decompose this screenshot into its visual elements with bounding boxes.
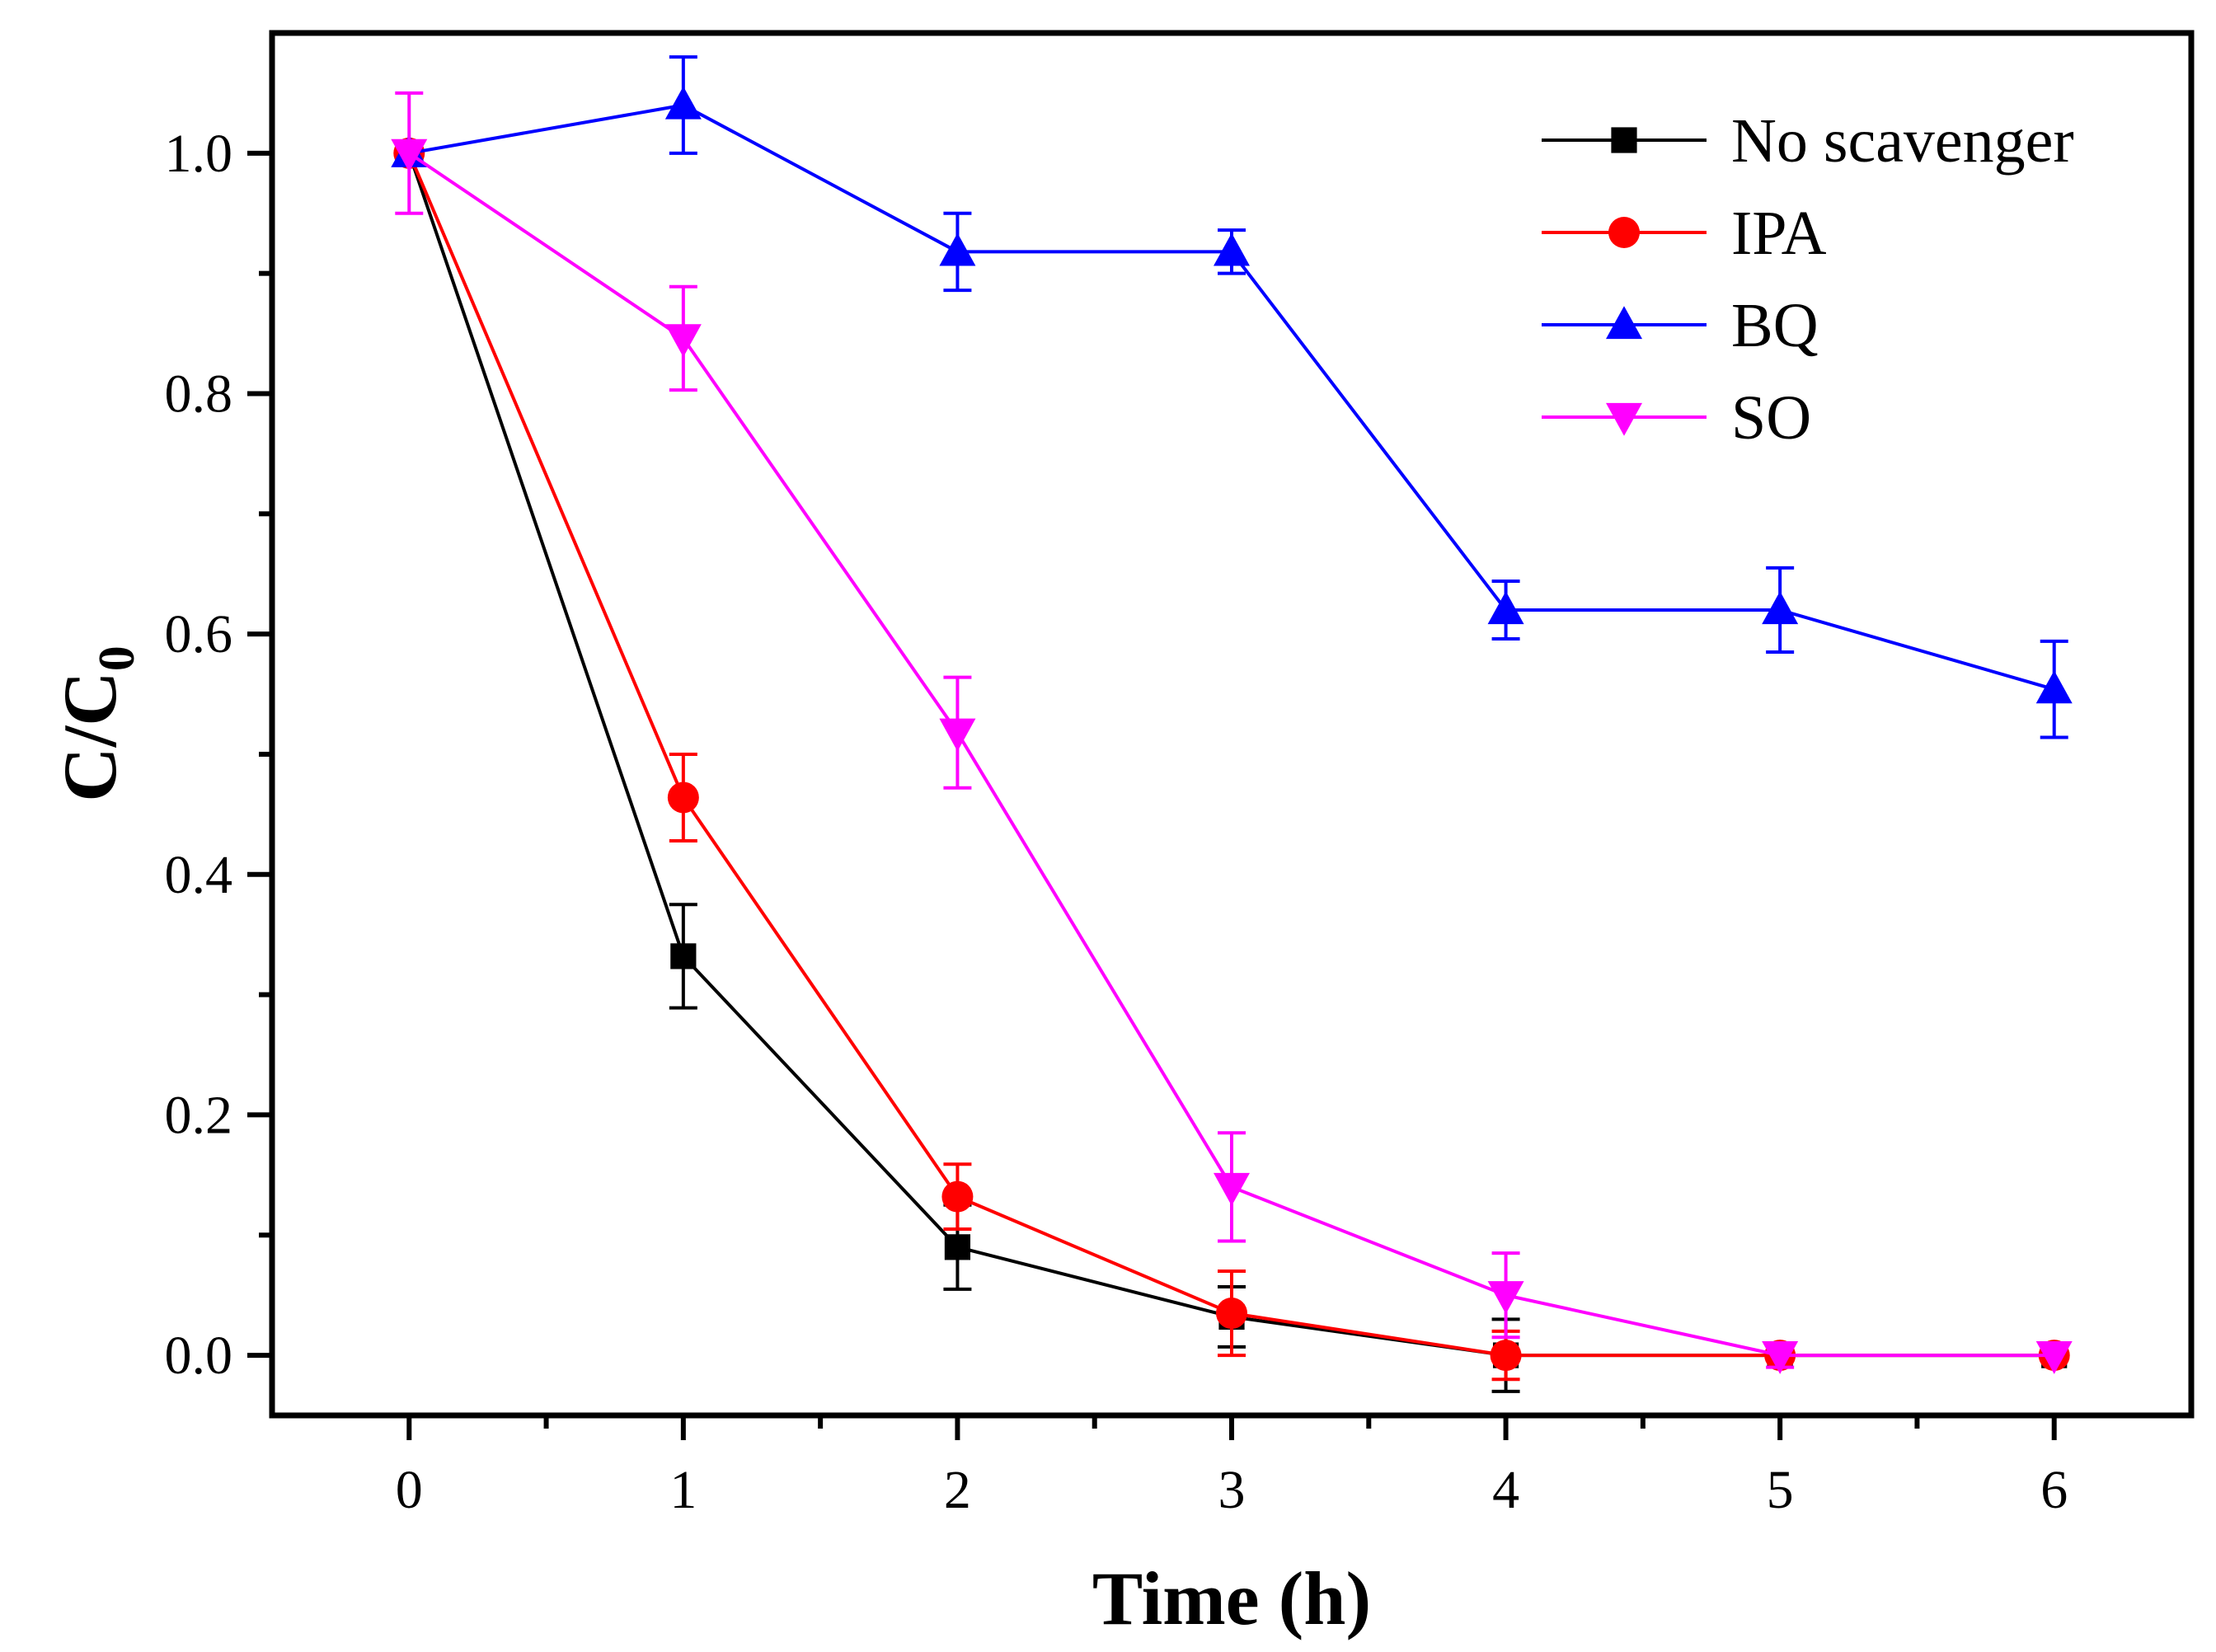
y-tick-label: 0.0 xyxy=(165,1326,233,1386)
legend-marker xyxy=(1608,217,1640,248)
legend-marker xyxy=(1606,306,1642,340)
y-axis-title-main: C/C xyxy=(48,671,132,801)
data-point xyxy=(2035,1340,2073,1374)
data-point xyxy=(1487,1281,1524,1314)
legend-marker xyxy=(1611,127,1637,153)
data-point xyxy=(944,1234,971,1260)
legend-item: No scavenger xyxy=(1542,106,2074,176)
data-point xyxy=(1216,1298,1247,1330)
y-axis-title: C/C0 xyxy=(48,645,145,801)
data-point xyxy=(667,781,699,814)
x-tick-label: 0 xyxy=(396,1460,423,1520)
data-point xyxy=(941,1180,974,1213)
y-tick-label: 0.4 xyxy=(165,845,233,905)
y-tick-label: 1.0 xyxy=(165,124,233,184)
x-tick-label: 5 xyxy=(1767,1460,1794,1520)
x-tick-label: 1 xyxy=(669,1460,697,1520)
data-point xyxy=(1214,1172,1250,1206)
x-axis-title: Time (h) xyxy=(1092,1556,1371,1640)
data-point xyxy=(939,718,976,752)
x-axis-ticks: 0 1 2 3 4 5 6 xyxy=(396,1415,2068,1520)
data-point xyxy=(1214,232,1250,266)
legend-item: BQ xyxy=(1542,291,1819,360)
legend: No scavenger IPA BQ SO xyxy=(1542,106,2074,453)
legend-marker xyxy=(1606,402,1642,436)
x-tick-label: 4 xyxy=(1492,1460,1519,1520)
y-axis-title-sub: 0 xyxy=(89,645,145,671)
legend-label: No scavenger xyxy=(1731,106,2074,176)
series-so xyxy=(391,91,2073,1374)
data-point xyxy=(1762,591,1799,625)
data-point xyxy=(939,232,976,266)
x-tick-label: 6 xyxy=(2040,1460,2068,1520)
legend-label: IPA xyxy=(1731,199,1827,268)
data-point xyxy=(664,324,702,358)
y-tick-label: 0.2 xyxy=(165,1085,233,1145)
data-point xyxy=(664,86,702,120)
x-tick-label: 2 xyxy=(944,1460,971,1520)
legend-item: SO xyxy=(1542,383,1811,453)
series-layer xyxy=(391,55,2073,1393)
data-point xyxy=(1487,591,1524,625)
x-tick-label: 3 xyxy=(1218,1460,1246,1520)
data-point xyxy=(2035,670,2073,704)
y-tick-label: 0.8 xyxy=(165,364,233,424)
y-axis-ticks: 0.0 0.2 0.4 0.6 0.8 1.0 xyxy=(165,124,272,1386)
svg-text:C/C0: C/C0 xyxy=(48,645,145,801)
data-point xyxy=(1762,1340,1799,1374)
legend-label: SO xyxy=(1731,383,1811,453)
y-tick-label: 0.6 xyxy=(165,604,233,664)
data-point xyxy=(391,138,428,172)
legend-item: IPA xyxy=(1542,199,1827,268)
legend-label: BQ xyxy=(1731,291,1819,360)
data-point xyxy=(670,943,697,969)
data-point xyxy=(1490,1340,1522,1372)
